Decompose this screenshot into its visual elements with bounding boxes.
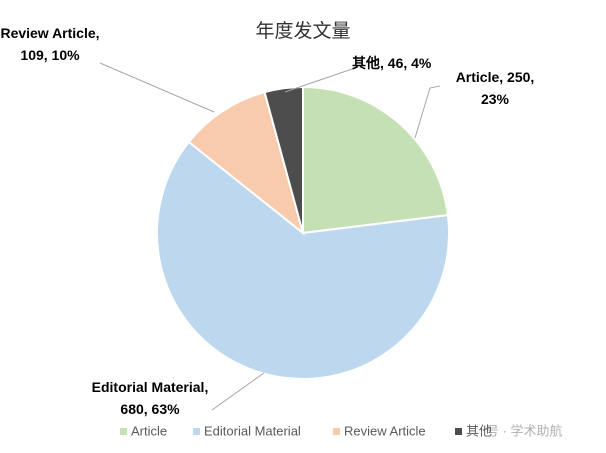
leader-line bbox=[99, 62, 215, 113]
legend-marker bbox=[455, 428, 462, 435]
pie-slice bbox=[302, 85, 450, 235]
legend-marker bbox=[120, 428, 127, 435]
pie-slice bbox=[187, 90, 305, 236]
pie-slice bbox=[263, 85, 304, 234]
legend-label: Review Article bbox=[344, 423, 426, 438]
legend-label: Article bbox=[131, 423, 167, 438]
chart-title: 年度发文量 bbox=[255, 20, 350, 42]
leader-line bbox=[211, 372, 265, 411]
leader-line bbox=[414, 85, 441, 139]
data-label: 其他, 46, 4% bbox=[352, 55, 432, 71]
data-label: Review Article, 109, 10% bbox=[0, 25, 100, 63]
data-label: Article, 250, 23% bbox=[455, 69, 535, 107]
leader-line bbox=[284, 67, 356, 93]
legend-marker bbox=[193, 428, 200, 435]
legend-marker bbox=[333, 428, 340, 435]
data-label: Editorial Material, 680, 63% bbox=[91, 379, 209, 417]
watermark: 号 · 学术助航 bbox=[486, 423, 563, 438]
legend-label: Editorial Material bbox=[204, 423, 301, 438]
legend-label: 其他 bbox=[466, 423, 492, 438]
